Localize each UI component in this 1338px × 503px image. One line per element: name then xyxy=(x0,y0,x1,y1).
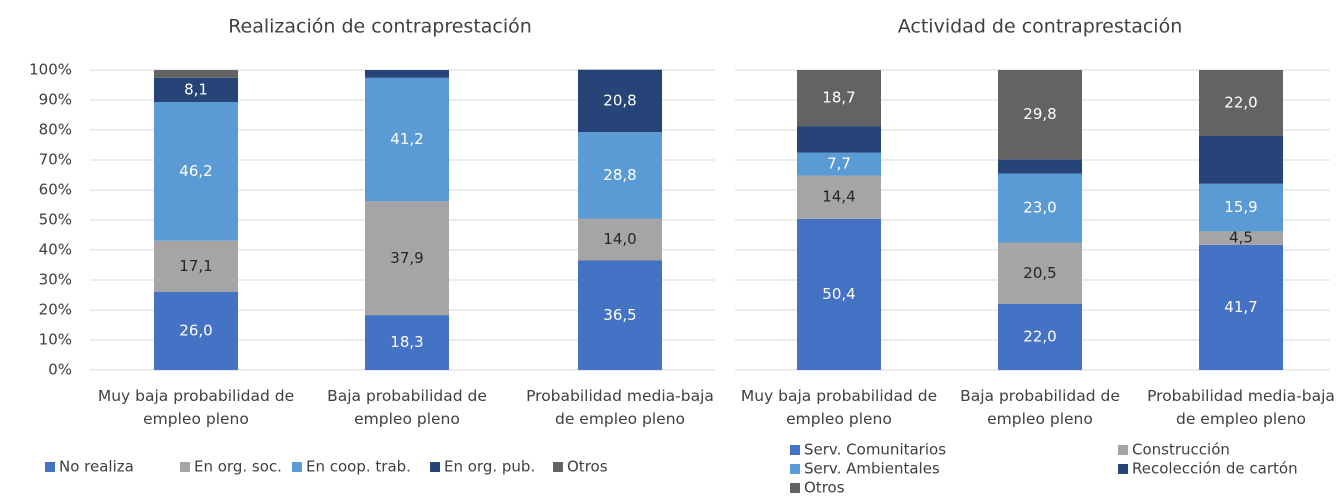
data-label: 14,4 xyxy=(822,188,855,206)
data-label: 36,5 xyxy=(603,306,636,324)
x-tick-label: Probabilidad media-baja de empleo pleno xyxy=(526,387,714,428)
bar-segment xyxy=(998,70,1082,160)
legend-label: En org. pub. xyxy=(444,458,535,476)
bar-segment xyxy=(1199,231,1283,245)
x-tick-label: Muy baja probabilidad de empleo pleno xyxy=(97,387,295,428)
bar-segment xyxy=(578,132,662,219)
bar-segment xyxy=(365,315,449,370)
data-label: 20,5 xyxy=(1023,264,1056,282)
y-tick-label: 100% xyxy=(29,61,72,79)
y-tick-label: 80% xyxy=(39,121,72,139)
y-tick-label: 50% xyxy=(39,211,72,229)
bar-segment xyxy=(365,70,449,78)
legend-label: No realiza xyxy=(59,458,134,476)
data-label: 18,3 xyxy=(390,333,423,351)
y-tick-label: 90% xyxy=(39,91,72,109)
legend-swatch xyxy=(790,445,800,455)
data-label: 15,9 xyxy=(1224,198,1257,216)
legend-swatch xyxy=(292,462,302,472)
data-label: 26,0 xyxy=(179,322,212,340)
y-tick-label: 20% xyxy=(39,301,72,319)
bar-segment xyxy=(365,201,449,316)
legend-label: Serv. Comunitarios xyxy=(804,441,946,459)
legend-label: Otros xyxy=(804,479,845,497)
data-label: 23,0 xyxy=(1023,199,1056,217)
y-tick-label: 70% xyxy=(39,151,72,169)
y-tick-label: 10% xyxy=(39,331,72,349)
data-label: 41,2 xyxy=(390,130,423,148)
data-label: 20,8 xyxy=(603,91,636,109)
legend-swatch xyxy=(430,462,440,472)
legend-label: Recolección de cartón xyxy=(1132,460,1298,478)
bar-segment xyxy=(578,218,662,261)
data-label: 18,7 xyxy=(822,89,855,107)
bar-segment xyxy=(578,69,662,133)
bar-segment xyxy=(154,77,238,103)
bar-segment xyxy=(1199,183,1283,232)
bar-segment xyxy=(154,70,238,78)
legend-swatch xyxy=(553,462,563,472)
data-label: 29,8 xyxy=(1023,105,1056,123)
chart-title: Realización de contraprestación xyxy=(228,16,532,38)
data-label: 50,4 xyxy=(822,285,855,303)
data-label: 14,0 xyxy=(603,230,636,248)
legend-swatch xyxy=(790,483,800,493)
bar-segment xyxy=(797,70,881,127)
y-tick-label: 40% xyxy=(39,241,72,259)
bar-segment xyxy=(1199,70,1283,136)
bar-segment xyxy=(797,152,881,176)
data-label: 17,1 xyxy=(179,257,212,275)
bar-segment xyxy=(998,173,1082,243)
x-tick-label: Probabilidad media-baja de empleo pleno xyxy=(1147,387,1335,428)
data-label: 28,8 xyxy=(603,166,636,184)
bar-segment xyxy=(998,242,1082,304)
y-tick-label: 0% xyxy=(48,361,72,379)
bar-segment xyxy=(797,218,881,370)
legend-swatch xyxy=(1118,464,1128,474)
bar-segment xyxy=(1199,244,1283,370)
legend-swatch xyxy=(1118,445,1128,455)
bar-segment xyxy=(998,304,1082,370)
chart-title: Actividad de contraprestación xyxy=(898,16,1183,38)
bar-segment xyxy=(154,240,238,292)
bar-segment xyxy=(154,102,238,241)
legend-swatch xyxy=(180,462,190,472)
legend-label: En coop. trab. xyxy=(306,458,411,476)
x-tick-label: Baja probabilidad de empleo pleno xyxy=(960,387,1120,428)
bar-segment xyxy=(578,260,662,370)
data-label: 37,9 xyxy=(390,249,423,267)
data-label: 22,0 xyxy=(1023,328,1056,346)
legend-label: Otros xyxy=(567,458,608,476)
y-tick-label: 30% xyxy=(39,271,72,289)
legend-swatch xyxy=(45,462,55,472)
data-label: 46,2 xyxy=(179,162,212,180)
bar-segment xyxy=(998,159,1082,174)
data-label: 7,7 xyxy=(827,155,851,173)
y-tick-label: 60% xyxy=(39,181,72,199)
bar-segment xyxy=(1199,136,1283,184)
legend-label: En org. soc. xyxy=(194,458,282,476)
x-tick-label: Baja probabilidad de empleo pleno xyxy=(327,387,487,428)
bar-segment xyxy=(797,126,881,153)
bar-segment xyxy=(365,77,449,202)
bar-segment xyxy=(154,292,238,370)
legend-label: Serv. Ambientales xyxy=(804,460,940,478)
data-label: 41,7 xyxy=(1224,298,1257,316)
x-tick-label: Muy baja probabilidad de empleo pleno xyxy=(740,387,938,428)
legend-label: Construcción xyxy=(1132,441,1230,459)
legend-swatch xyxy=(790,464,800,474)
data-label: 4,5 xyxy=(1229,229,1253,247)
bar-segment xyxy=(797,175,881,219)
data-label: 22,0 xyxy=(1224,94,1257,112)
data-label: 8,1 xyxy=(184,80,208,98)
